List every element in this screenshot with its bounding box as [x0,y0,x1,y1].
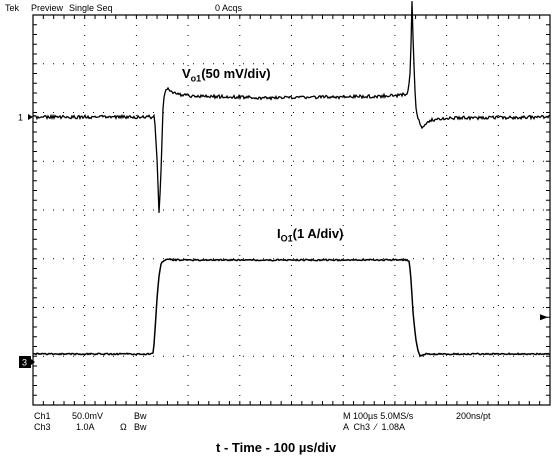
brand-label: Tek [5,3,20,13]
ch1-bandwidth: Bw [134,411,147,421]
x-axis-label: t - Time - 100 µs/div [216,440,336,455]
ch3-scale: 1.0A [76,422,95,432]
voltage-trace-label: Vo1(50 mV/div) [182,66,271,84]
ch1-scale: 50.0mV [72,411,104,421]
acq-count-label: 0 Acqs [215,3,243,13]
ch3-marker-box [19,356,31,368]
trigger-readout: A Ch3 ⁄ 1.08A [343,422,406,432]
timebase-readout: M 100µs 5.0MS/s [343,411,414,421]
trace-v-o1 [32,1,551,213]
ch3-coupling: Ω [120,422,127,432]
ch1-marker-arrow [28,114,33,120]
traces [32,1,551,358]
graticule [32,14,551,406]
graticule-frame [32,14,551,406]
current-trace-label: IO1(1 A/div) [277,226,344,244]
ch1-marker: 1 [18,113,33,123]
ch3-bandwidth: Bw [134,422,147,432]
ch3-marker: 3 [19,356,35,368]
record-readout: 200ns/pt [456,411,491,421]
trigger-level-icon [540,314,548,321]
ch3-name: Ch3 [34,422,51,432]
ch1-marker-text: 1 [18,113,23,123]
acq-mode-label: Single Seq [69,3,113,13]
ch1-name: Ch1 [34,411,51,421]
channel-markers: 13 [18,113,35,368]
preview-label: Preview [31,3,64,13]
trace-i-o1 [32,257,551,358]
ch3-marker-arrow [31,359,35,365]
ch3-marker-text: 3 [22,358,27,368]
